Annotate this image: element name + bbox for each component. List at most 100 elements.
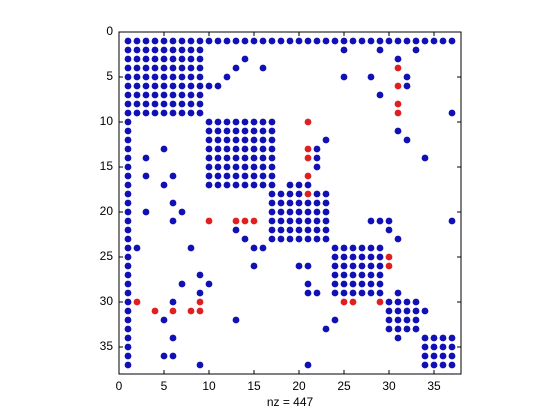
nonzero-marker [196,64,204,72]
nonzero-marker [214,145,222,153]
nonzero-marker [205,82,213,90]
nonzero-marker [241,37,249,45]
nonzero-marker [376,37,384,45]
x-tick-label: 10 [202,379,216,393]
nonzero-marker [385,253,393,261]
nonzero-marker [430,361,438,369]
nonzero-marker [313,190,321,198]
nonzero-marker [205,145,213,153]
nonzero-marker [223,136,231,144]
nonzero-marker [169,64,177,72]
nonzero-marker [367,253,375,261]
nonzero-marker [268,145,276,153]
nonzero-marker [196,298,204,306]
nonzero-marker [223,118,231,126]
nonzero-marker [160,64,168,72]
nonzero-marker [124,100,132,108]
nonzero-marker [160,181,168,189]
nonzero-marker [124,343,132,351]
nonzero-marker [376,217,384,225]
nonzero-marker [349,262,357,270]
nonzero-marker [169,307,177,315]
nonzero-marker [295,208,303,216]
nonzero-marker [259,172,267,180]
y-tick-label: 15 [100,159,114,173]
nonzero-marker [178,46,186,54]
nonzero-marker [322,208,330,216]
nonzero-marker [169,172,177,180]
nonzero-marker [394,100,402,108]
nonzero-marker [214,82,222,90]
nonzero-marker [322,235,330,243]
nonzero-marker [295,235,303,243]
nonzero-marker [232,181,240,189]
nonzero-marker [349,244,357,252]
nonzero-marker [322,217,330,225]
nonzero-marker [124,352,132,360]
nonzero-marker [250,127,258,135]
nonzero-marker [331,316,339,324]
nonzero-marker [259,244,267,252]
nonzero-marker [259,154,267,162]
nonzero-marker [223,127,231,135]
nonzero-marker [394,298,402,306]
nonzero-marker [331,271,339,279]
nonzero-marker [376,253,384,261]
nonzero-marker [412,307,420,315]
nonzero-marker [421,37,429,45]
nonzero-marker [259,127,267,135]
nonzero-marker [205,280,213,288]
nonzero-marker [313,289,321,297]
nonzero-marker [331,262,339,270]
nonzero-marker [169,73,177,81]
nonzero-marker [133,100,141,108]
nonzero-marker [223,145,231,153]
nonzero-marker [151,100,159,108]
nonzero-marker [295,226,303,234]
nonzero-marker [385,325,393,333]
nonzero-marker [394,127,402,135]
nonzero-marker [286,208,294,216]
nonzero-marker [124,280,132,288]
nonzero-marker [250,262,258,270]
nonzero-marker [412,325,420,333]
nonzero-marker [124,73,132,81]
nonzero-marker [196,100,204,108]
nonzero-marker [133,244,141,252]
nonzero-marker [187,100,195,108]
nonzero-marker [124,244,132,252]
nonzero-marker [394,289,402,297]
nonzero-marker [448,37,456,45]
nonzero-marker [169,298,177,306]
nonzero-marker [142,46,150,54]
nonzero-marker [421,352,429,360]
nonzero-marker [223,73,231,81]
nonzero-marker [376,46,384,54]
nonzero-marker [367,244,375,252]
nonzero-marker [439,334,447,342]
nonzero-marker [268,235,276,243]
nonzero-marker [214,136,222,144]
nonzero-marker [214,118,222,126]
nonzero-marker [250,136,258,144]
nonzero-marker [268,136,276,144]
nonzero-marker [241,217,249,225]
nonzero-marker [124,235,132,243]
nonzero-marker [331,289,339,297]
nonzero-marker [250,181,258,189]
nonzero-marker [232,118,240,126]
nonzero-marker [124,298,132,306]
nonzero-marker [160,46,168,54]
nonzero-marker [133,46,141,54]
nonzero-marker [394,64,402,72]
nonzero-marker [376,91,384,99]
nonzero-marker [304,199,312,207]
nonzero-marker [313,199,321,207]
nonzero-marker [268,172,276,180]
nonzero-marker [241,172,249,180]
nonzero-marker [169,46,177,54]
nonzero-marker [367,73,375,81]
nonzero-marker [124,307,132,315]
nonzero-marker [124,109,132,117]
nonzero-marker [367,271,375,279]
